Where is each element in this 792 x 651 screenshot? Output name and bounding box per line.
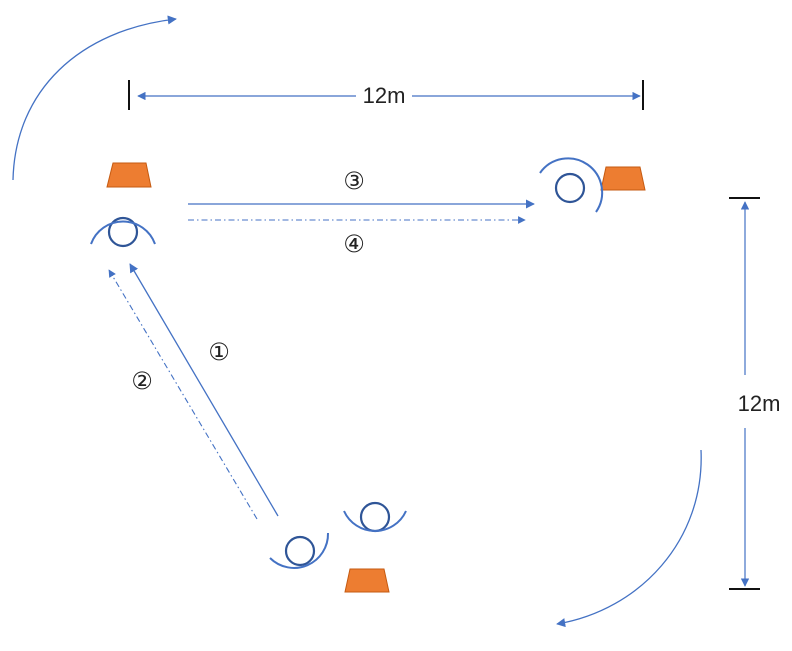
cone-bottom [344, 568, 390, 593]
pass-2-line [108, 269, 258, 520]
player-bottom-left [269, 532, 330, 569]
vertical-distance-label: 12m [738, 391, 781, 416]
vertical-dimension: 12m [729, 197, 781, 590]
player-bottom-right [343, 501, 407, 533]
pass-3-label: ③ [343, 167, 365, 195]
cone-top-left [106, 162, 152, 188]
pass-2-label: ② [131, 367, 153, 395]
horizontal-dimension: 12m [128, 80, 644, 110]
player-top-right [539, 157, 604, 213]
pass-1-line [129, 263, 279, 517]
pass-4-label: ④ [343, 230, 365, 258]
cone-top-right [600, 166, 646, 191]
horizontal-distance-label: 12m [363, 83, 406, 108]
pass-1-label: ① [208, 338, 230, 366]
rotation-arrow-bottom-right [556, 449, 702, 628]
player-top-left [90, 216, 156, 248]
rotation-arrow-top-left [12, 15, 177, 181]
